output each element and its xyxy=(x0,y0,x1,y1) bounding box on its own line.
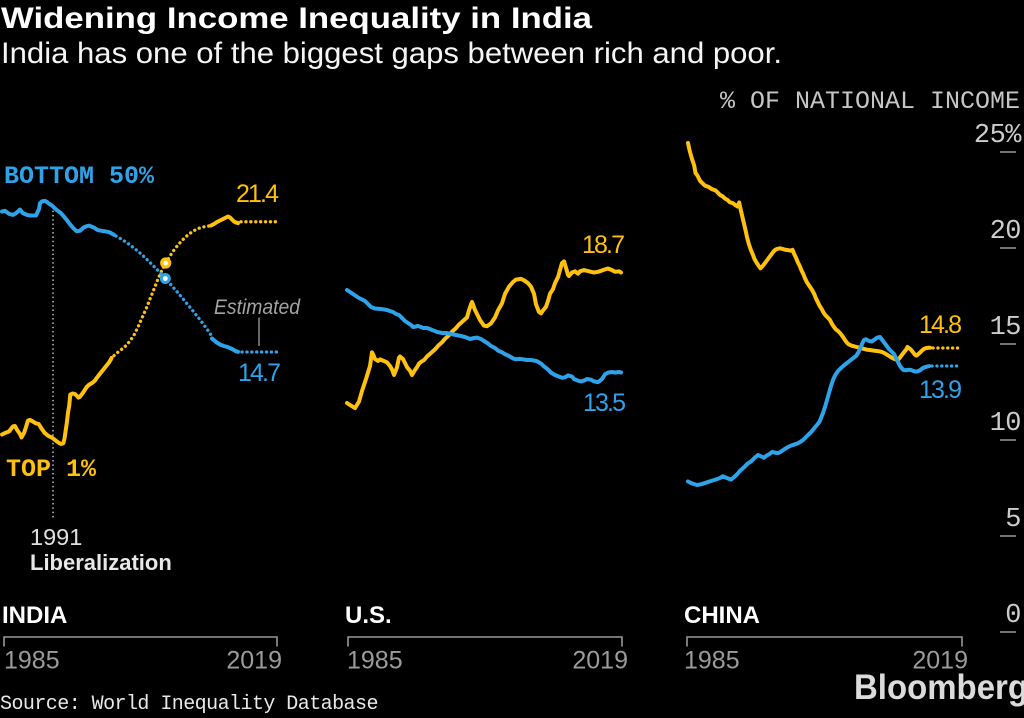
svg-text:13.5: 13.5 xyxy=(583,389,626,417)
svg-text:INDIA: INDIA xyxy=(2,602,67,629)
svg-text:18.7: 18.7 xyxy=(582,231,625,259)
svg-text:Widening Income Inequality in: Widening Income Inequality in India xyxy=(1,2,592,35)
svg-text:0: 0 xyxy=(1005,601,1021,631)
svg-text:1985: 1985 xyxy=(684,647,740,675)
svg-text:1985: 1985 xyxy=(347,647,403,675)
svg-text:50%: 50% xyxy=(109,162,155,191)
svg-text:TOP 1%: TOP 1% xyxy=(6,455,97,484)
svg-text:Source: World Inequality Datab: Source: World Inequality Database xyxy=(0,693,378,716)
svg-text:14.8: 14.8 xyxy=(919,311,962,339)
svg-text:20: 20 xyxy=(990,217,1021,247)
svg-text:14.7: 14.7 xyxy=(238,359,281,387)
svg-text:13.9: 13.9 xyxy=(919,376,962,404)
svg-text:Estimated: Estimated xyxy=(214,296,301,319)
svg-text:Bloomberg: Bloomberg xyxy=(854,667,1024,707)
svg-text:1985: 1985 xyxy=(4,647,60,675)
svg-text:India has one of the biggest g: India has one of the biggest gaps betwee… xyxy=(1,37,782,70)
svg-text:5: 5 xyxy=(1005,505,1021,535)
svg-text:10: 10 xyxy=(990,409,1021,439)
svg-text:25%: 25% xyxy=(974,121,1022,151)
svg-text:U.S.: U.S. xyxy=(345,602,392,629)
svg-text:15: 15 xyxy=(990,313,1021,343)
svg-text:2019: 2019 xyxy=(226,647,282,675)
svg-text:2019: 2019 xyxy=(912,647,968,675)
svg-text:% OF NATIONAL INCOME: % OF NATIONAL INCOME xyxy=(720,87,1020,116)
svg-text:CHINA: CHINA xyxy=(684,602,760,629)
svg-text:1991: 1991 xyxy=(30,524,82,550)
svg-text:21.4: 21.4 xyxy=(236,180,279,208)
svg-text:Liberalization: Liberalization xyxy=(30,550,172,575)
svg-text:2019: 2019 xyxy=(572,647,628,675)
svg-text:BOTTOM: BOTTOM xyxy=(4,162,94,191)
